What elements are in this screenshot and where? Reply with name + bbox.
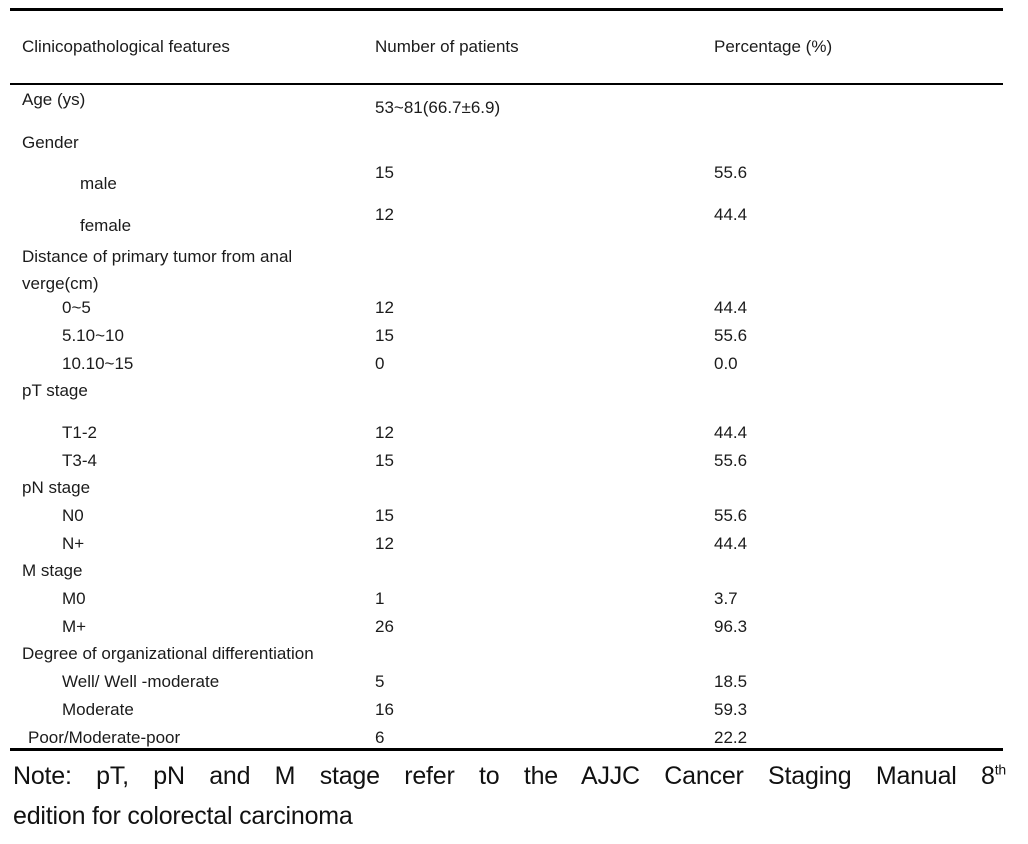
table-row: 5.10~10 15 55.6 bbox=[10, 326, 1003, 354]
feature-label: M0 bbox=[62, 589, 86, 608]
percentage-value bbox=[714, 644, 1003, 672]
patients-value bbox=[375, 478, 714, 506]
percentage-value bbox=[714, 90, 1003, 133]
feature-label: Well/ Well -moderate bbox=[62, 672, 220, 691]
percentage-value: 44.4 bbox=[714, 423, 748, 442]
table-row: M stage bbox=[10, 561, 1003, 589]
patients-value: 15 bbox=[375, 326, 394, 345]
table-row: Gender bbox=[10, 133, 1003, 163]
percentage-value: 44.4 bbox=[714, 534, 748, 553]
patients-value bbox=[375, 644, 714, 672]
table-row: T3-4 15 55.6 bbox=[10, 451, 1003, 478]
feature-label: pT stage bbox=[22, 381, 88, 400]
feature-label: 5.10~10 bbox=[62, 326, 124, 345]
patients-value bbox=[375, 381, 714, 423]
feature-label: pN stage bbox=[22, 478, 91, 497]
feature-label: M+ bbox=[62, 617, 87, 636]
table-row: female 12 44.4 bbox=[10, 205, 1003, 243]
feature-label: N0 bbox=[62, 506, 84, 525]
percentage-value: 96.3 bbox=[714, 617, 748, 636]
feature-label: 10.10~15 bbox=[62, 354, 134, 373]
feature-label: Age (ys) bbox=[22, 90, 86, 109]
patients-value: 12 bbox=[375, 423, 394, 442]
table-row: T1-2 12 44.4 bbox=[10, 423, 1003, 451]
table-row: Distance of primary tumor from anal verg… bbox=[10, 243, 1003, 298]
percentage-value: 0.0 bbox=[714, 354, 738, 373]
table-row: 0~5 12 44.4 bbox=[10, 298, 1003, 326]
feature-label: 0~5 bbox=[62, 298, 91, 317]
header-features: Clinicopathological features bbox=[22, 37, 230, 56]
patients-value: 6 bbox=[375, 728, 385, 747]
feature-label: Poor/Moderate-poor bbox=[28, 728, 181, 747]
patients-value: 16 bbox=[375, 700, 394, 719]
feature-label: T1-2 bbox=[62, 423, 97, 442]
percentage-value: 55.6 bbox=[714, 451, 748, 470]
percentage-value: 22.2 bbox=[714, 728, 748, 747]
patients-value bbox=[375, 243, 714, 298]
patients-value: 15 bbox=[375, 506, 394, 525]
percentage-value bbox=[714, 561, 1003, 589]
header-percentage: Percentage (%) bbox=[714, 37, 833, 56]
patients-value: 5 bbox=[375, 672, 385, 691]
patients-value: 26 bbox=[375, 617, 394, 636]
patients-value: 0 bbox=[375, 354, 385, 373]
patients-value: 1 bbox=[375, 589, 385, 608]
table-header-row: Clinicopathological features Number of p… bbox=[10, 11, 1003, 85]
patients-value: 12 bbox=[375, 298, 394, 317]
percentage-value: 44.4 bbox=[714, 205, 748, 224]
feature-label: female bbox=[80, 216, 132, 235]
percentage-value: 44.4 bbox=[714, 298, 748, 317]
table-row: N+ 12 44.4 bbox=[10, 534, 1003, 561]
patients-value: 53~81(66.7±6.9) bbox=[375, 98, 501, 117]
note-line-1-text: Note: pT, pN and M stage refer to the AJ… bbox=[13, 762, 995, 790]
patients-value: 15 bbox=[375, 451, 394, 470]
table-row: Moderate 16 59.3 bbox=[10, 700, 1003, 728]
table-row: Degree of organizational differentiation bbox=[10, 644, 1003, 672]
table-note: Note: pT, pN and M stage refer to the AJ… bbox=[13, 756, 1006, 836]
feature-label: Moderate bbox=[62, 700, 134, 719]
table-row: 10.10~15 0 0.0 bbox=[10, 354, 1003, 381]
percentage-value bbox=[714, 243, 1003, 298]
table-row: N0 15 55.6 bbox=[10, 506, 1003, 534]
feature-label: M stage bbox=[22, 561, 83, 580]
feature-label: T3-4 bbox=[62, 451, 97, 470]
note-superscript: th bbox=[994, 761, 1006, 778]
percentage-value: 59.3 bbox=[714, 700, 748, 719]
patients-value bbox=[375, 561, 714, 589]
table-row: M+ 26 96.3 bbox=[10, 617, 1003, 644]
patients-value: 15 bbox=[375, 163, 394, 182]
table-row: Poor/Moderate-poor 6 22.2 bbox=[10, 728, 1003, 748]
feature-label: Degree of organizational differentiation bbox=[22, 644, 314, 663]
table-row: M0 1 3.7 bbox=[10, 589, 1003, 617]
percentage-value bbox=[714, 478, 1003, 506]
percentage-value bbox=[714, 381, 1003, 423]
feature-label: Distance of primary tumor from anal verg… bbox=[22, 247, 293, 293]
percentage-value bbox=[714, 133, 1003, 163]
patients-value: 12 bbox=[375, 205, 394, 224]
table-row: Well/ Well -moderate 5 18.5 bbox=[10, 672, 1003, 700]
patients-value: 12 bbox=[375, 534, 394, 553]
table-row: pN stage bbox=[10, 478, 1003, 506]
header-patients: Number of patients bbox=[375, 37, 519, 56]
clinicopathological-table: Clinicopathological features Number of p… bbox=[10, 8, 1003, 751]
feature-label: male bbox=[80, 174, 117, 193]
note-line-1: Note: pT, pN and M stage refer to the AJ… bbox=[13, 756, 1006, 796]
percentage-value: 55.6 bbox=[714, 326, 748, 345]
percentage-value: 3.7 bbox=[714, 589, 738, 608]
table-row: male 15 55.6 bbox=[10, 163, 1003, 205]
note-line-2: edition for colorectal carcinoma bbox=[13, 802, 353, 830]
percentage-value: 18.5 bbox=[714, 672, 748, 691]
table-row: pT stage bbox=[10, 381, 1003, 423]
feature-label: N+ bbox=[62, 534, 85, 553]
percentage-value: 55.6 bbox=[714, 163, 748, 182]
table-row: Age (ys) 53~81(66.7±6.9) bbox=[10, 85, 1003, 133]
percentage-value: 55.6 bbox=[714, 506, 748, 525]
feature-label: Gender bbox=[22, 133, 79, 152]
